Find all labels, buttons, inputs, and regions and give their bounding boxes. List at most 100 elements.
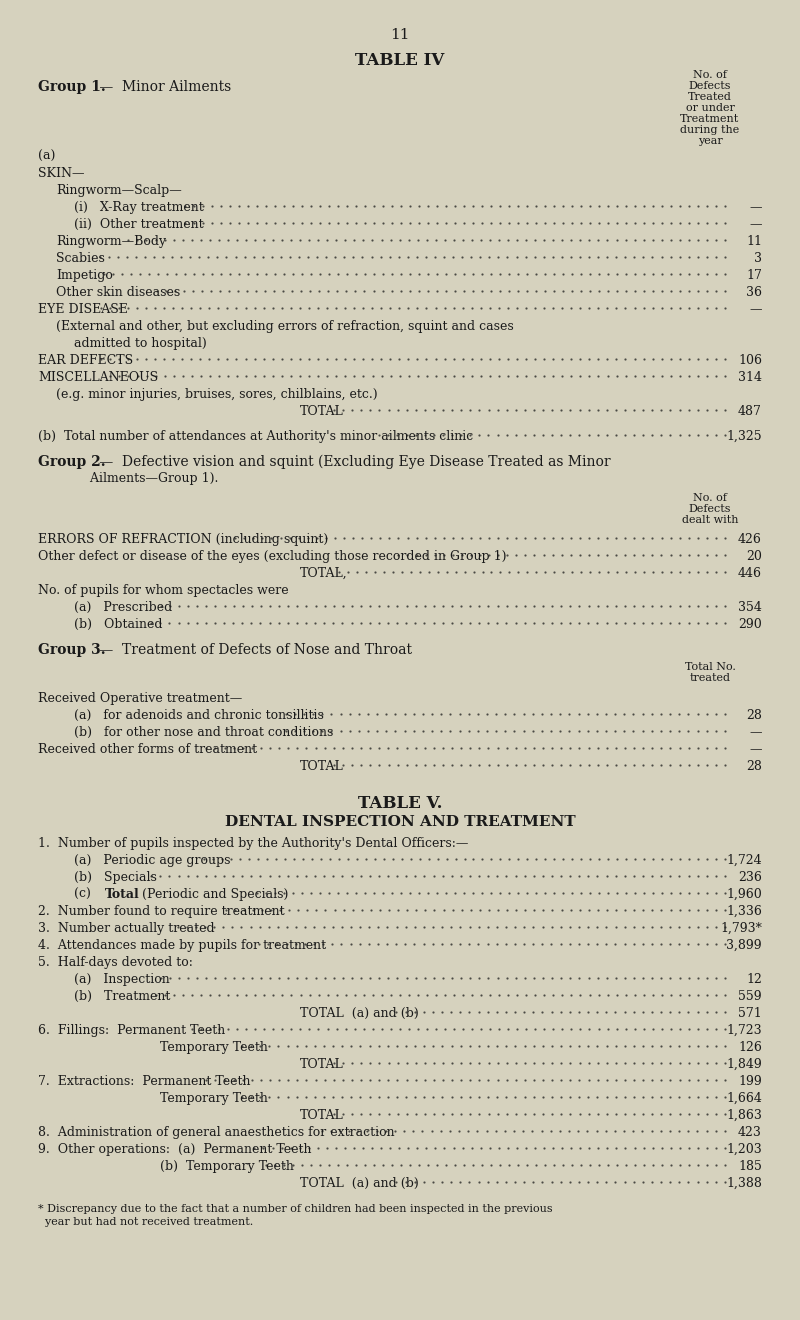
Text: * Discrepancy due to the fact that a number of children had been inspected in th: * Discrepancy due to the fact that a num… — [38, 1204, 553, 1214]
Text: (a): (a) — [38, 150, 55, 162]
Text: TOTAL: TOTAL — [300, 1059, 344, 1071]
Text: 571: 571 — [738, 1007, 762, 1020]
Text: No. of: No. of — [693, 70, 727, 81]
Text: 3,899: 3,899 — [726, 939, 762, 952]
Text: —: — — [750, 304, 762, 315]
Text: TOTAL,: TOTAL, — [300, 568, 348, 579]
Text: 126: 126 — [738, 1041, 762, 1053]
Text: 446: 446 — [738, 568, 762, 579]
Text: 7.  Extractions:  Permanent Teeth: 7. Extractions: Permanent Teeth — [38, 1074, 250, 1088]
Text: 3: 3 — [754, 252, 762, 265]
Text: 290: 290 — [738, 618, 762, 631]
Text: Other defect or disease of the eyes (excluding those recorded in Group 1): Other defect or disease of the eyes (exc… — [38, 550, 506, 564]
Text: 11: 11 — [746, 235, 762, 248]
Text: TABLE V.: TABLE V. — [358, 795, 442, 812]
Text: 1,723: 1,723 — [726, 1024, 762, 1038]
Text: Group 2.: Group 2. — [38, 455, 106, 469]
Text: (a)   Inspection: (a) Inspection — [74, 973, 170, 986]
Text: Impetigo: Impetigo — [56, 269, 113, 282]
Text: Treatment: Treatment — [680, 114, 740, 124]
Text: —: — — [750, 726, 762, 739]
Text: (Periodic and Specials): (Periodic and Specials) — [134, 888, 288, 902]
Text: 1,793*: 1,793* — [720, 921, 762, 935]
Text: —  Minor Ailments: — Minor Ailments — [95, 81, 231, 94]
Text: 20: 20 — [746, 550, 762, 564]
Text: (b)  Total number of attendances at Authority's minor ailments clinic: (b) Total number of attendances at Autho… — [38, 430, 474, 444]
Text: (c): (c) — [74, 888, 103, 902]
Text: 11: 11 — [390, 28, 410, 42]
Text: (b)   Obtained: (b) Obtained — [74, 618, 162, 631]
Text: (i)   X-Ray treatment: (i) X-Ray treatment — [74, 201, 204, 214]
Text: 3.  Number actually treated: 3. Number actually treated — [38, 921, 214, 935]
Text: Ringworm—Body: Ringworm—Body — [56, 235, 166, 248]
Text: —  Defective vision and squint (Excluding Eye Disease Treated as Minor: — Defective vision and squint (Excluding… — [95, 455, 610, 470]
Text: Other skin diseases: Other skin diseases — [56, 286, 180, 300]
Text: 28: 28 — [746, 709, 762, 722]
Text: Received other forms of treatment: Received other forms of treatment — [38, 743, 257, 756]
Text: Ringworm—Scalp—: Ringworm—Scalp— — [56, 183, 182, 197]
Text: 1,849: 1,849 — [726, 1059, 762, 1071]
Text: Treated: Treated — [688, 92, 732, 102]
Text: No. of pupils for whom spectacles were: No. of pupils for whom spectacles were — [38, 583, 289, 597]
Text: 17: 17 — [746, 269, 762, 282]
Text: (External and other, but excluding errors of refraction, squint and cases: (External and other, but excluding error… — [56, 319, 514, 333]
Text: Group 3.: Group 3. — [38, 643, 106, 657]
Text: or under: or under — [686, 103, 734, 114]
Text: 9.  Other operations:  (a)  Permanent Teeth: 9. Other operations: (a) Permanent Teeth — [38, 1143, 311, 1156]
Text: SKIN—: SKIN— — [38, 168, 85, 180]
Text: 1,664: 1,664 — [726, 1092, 762, 1105]
Text: admitted to hospital): admitted to hospital) — [74, 337, 206, 350]
Text: 1,336: 1,336 — [726, 906, 762, 917]
Text: EAR DEFECTS: EAR DEFECTS — [38, 354, 133, 367]
Text: Total No.: Total No. — [685, 663, 735, 672]
Text: —  Treatment of Defects of Nose and Throat: — Treatment of Defects of Nose and Throa… — [95, 643, 412, 657]
Text: (b)   Specials: (b) Specials — [74, 871, 157, 884]
Text: TABLE IV: TABLE IV — [355, 51, 445, 69]
Text: 1.  Number of pupils inspected by the Authority's Dental Officers:—: 1. Number of pupils inspected by the Aut… — [38, 837, 468, 850]
Text: 4.  Attendances made by pupils for treatment: 4. Attendances made by pupils for treatm… — [38, 939, 326, 952]
Text: 236: 236 — [738, 871, 762, 884]
Text: —: — — [750, 218, 762, 231]
Text: (ii)  Other treatment: (ii) Other treatment — [74, 218, 204, 231]
Text: (a)   for adenoids and chronic tonsillitis: (a) for adenoids and chronic tonsillitis — [74, 709, 324, 722]
Text: 1,960: 1,960 — [726, 888, 762, 902]
Text: EYE DISEASE: EYE DISEASE — [38, 304, 128, 315]
Text: (a)   Prescribed: (a) Prescribed — [74, 601, 172, 614]
Text: 1,388: 1,388 — [726, 1177, 762, 1191]
Text: 314: 314 — [738, 371, 762, 384]
Text: (b)   Treatment: (b) Treatment — [74, 990, 170, 1003]
Text: 6.  Fillings:  Permanent Teeth: 6. Fillings: Permanent Teeth — [38, 1024, 226, 1038]
Text: 8.  Administration of general anaesthetics for extraction: 8. Administration of general anaesthetic… — [38, 1126, 394, 1139]
Text: 1,325: 1,325 — [726, 430, 762, 444]
Text: Total: Total — [105, 888, 140, 902]
Text: during the: during the — [680, 125, 740, 135]
Text: 12: 12 — [746, 973, 762, 986]
Text: treated: treated — [690, 673, 730, 682]
Text: 1,203: 1,203 — [726, 1143, 762, 1156]
Text: 423: 423 — [738, 1126, 762, 1139]
Text: Group 1.: Group 1. — [38, 81, 106, 94]
Text: TOTAL: TOTAL — [300, 760, 344, 774]
Text: year: year — [698, 136, 722, 147]
Text: (e.g. minor injuries, bruises, sores, chilblains, etc.): (e.g. minor injuries, bruises, sores, ch… — [56, 388, 378, 401]
Text: ERRORS OF REFRACTION (including squint): ERRORS OF REFRACTION (including squint) — [38, 533, 328, 546]
Text: Received Operative treatment—: Received Operative treatment— — [38, 692, 242, 705]
Text: TOTAL: TOTAL — [300, 1109, 344, 1122]
Text: Defects: Defects — [689, 81, 731, 91]
Text: 28: 28 — [746, 760, 762, 774]
Text: Temporary Teeth: Temporary Teeth — [160, 1092, 268, 1105]
Text: 1,724: 1,724 — [726, 854, 762, 867]
Text: (a)   Periodic age groups: (a) Periodic age groups — [74, 854, 230, 867]
Text: MISCELLANEOUS: MISCELLANEOUS — [38, 371, 158, 384]
Text: year but had not received treatment.: year but had not received treatment. — [38, 1217, 254, 1228]
Text: TOTAL  (a) and (b): TOTAL (a) and (b) — [300, 1177, 418, 1191]
Text: 185: 185 — [738, 1160, 762, 1173]
Text: 36: 36 — [746, 286, 762, 300]
Text: TOTAL  (a) and (b): TOTAL (a) and (b) — [300, 1007, 418, 1020]
Text: 426: 426 — [738, 533, 762, 546]
Text: (b)   for other nose and throat conditions: (b) for other nose and throat conditions — [74, 726, 334, 739]
Text: 106: 106 — [738, 354, 762, 367]
Text: 199: 199 — [738, 1074, 762, 1088]
Text: dealt with: dealt with — [682, 515, 738, 525]
Text: 5.  Half-days devoted to:: 5. Half-days devoted to: — [38, 956, 193, 969]
